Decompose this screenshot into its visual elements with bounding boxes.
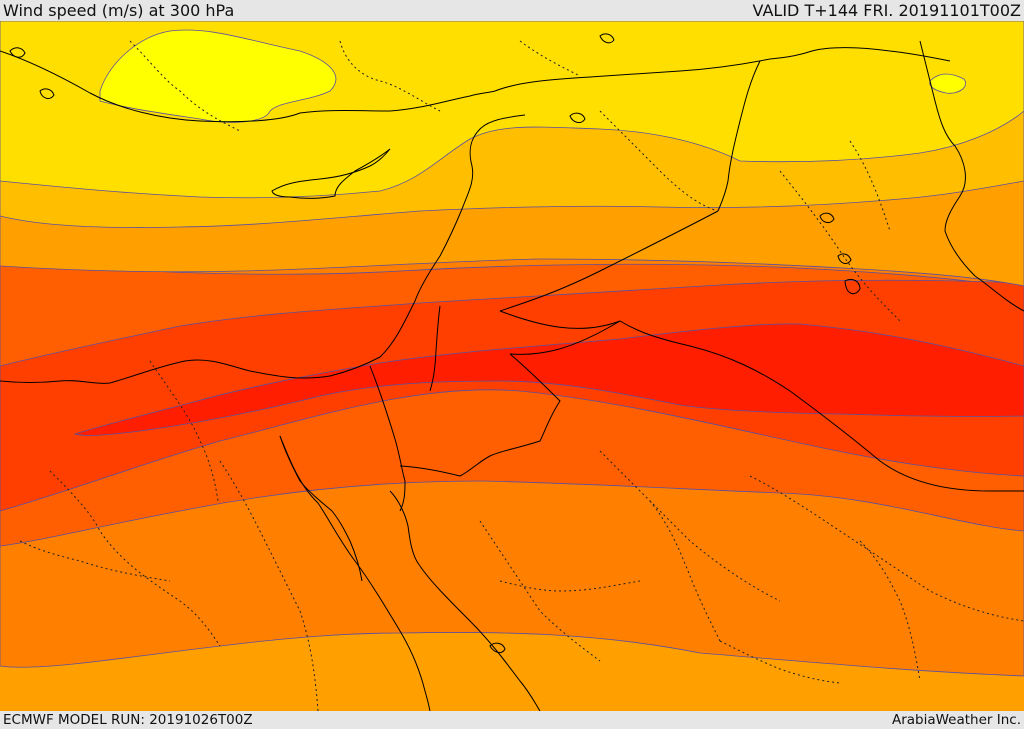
border-israel-egypt — [369, 305, 441, 512]
coastline-red-sea — [279, 435, 541, 711]
valid-time-label: VALID T+144 FRI. 20191101T00Z — [752, 1, 1021, 20]
coastline-cyprus — [271, 148, 391, 199]
coastline-mediterranean — [0, 114, 526, 384]
border-jordan-saudi — [399, 310, 1024, 492]
model-run-label: ECMWF MODEL RUN: 20191026T00Z — [3, 712, 253, 728]
wind-speed-map[interactable] — [0, 21, 1024, 711]
border-syria-iraq — [494, 47, 951, 312]
credit-label: ArabiaWeather Inc. — [891, 712, 1021, 728]
band-1-east — [929, 73, 966, 94]
band-8-jet-core — [73, 323, 1024, 436]
band-1-core-north — [99, 29, 337, 123]
coastline-gulf-of-suez — [279, 435, 363, 582]
border-iraq-iran — [919, 40, 1024, 312]
header-bar: Wind speed (m/s) at 300 hPa VALID T+144 … — [0, 0, 1024, 21]
coastline-islands — [9, 33, 861, 654]
map-title: Wind speed (m/s) at 300 hPa — [3, 1, 235, 20]
footer-bar: ECMWF MODEL RUN: 20191026T00Z ArabiaWeat… — [0, 711, 1024, 729]
coastline-turkey — [0, 50, 496, 123]
dotted-admin-borders — [19, 40, 1024, 711]
